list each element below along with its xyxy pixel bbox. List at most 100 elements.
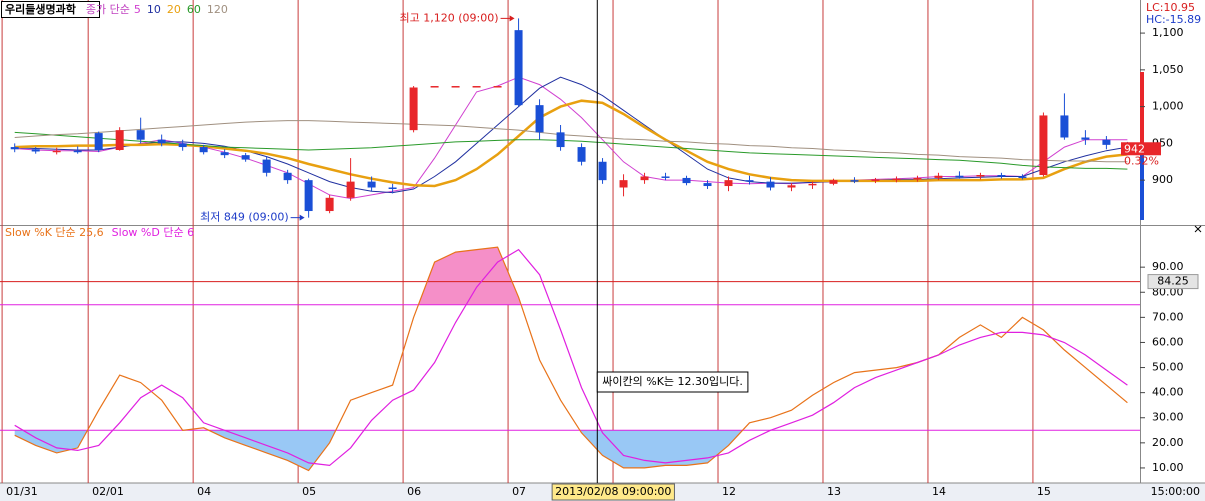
x-tick-label: 13 <box>827 485 841 498</box>
candle-body <box>661 176 670 178</box>
candle-body <box>1081 137 1090 140</box>
candle-body <box>136 130 145 140</box>
candle-body <box>262 159 271 173</box>
x-tick-label: 05 <box>302 485 316 498</box>
tooltip-box <box>596 371 749 393</box>
candle-body <box>745 180 754 182</box>
y-tick-label: 30.00 <box>1152 411 1184 424</box>
x-tick-label: 01/31 <box>6 485 38 498</box>
ma-line <box>14 120 1128 163</box>
legend-entry: 120 <box>207 3 228 16</box>
band-fill <box>14 430 1128 471</box>
candle-body <box>556 132 565 148</box>
annotation: 최저 849 (09:00) <box>200 211 289 224</box>
legend-entry: Slow %K 단순 25,6 <box>5 226 104 239</box>
candle-body <box>829 180 838 184</box>
change-label: 0.32% <box>1124 154 1159 167</box>
candle-body <box>388 187 397 189</box>
candle-body <box>997 175 1006 177</box>
candle-body <box>409 87 418 131</box>
ma-line <box>14 99 1128 188</box>
candle-body <box>577 147 586 162</box>
candle-body <box>871 179 880 181</box>
candle-body <box>808 183 817 186</box>
candle-body <box>682 177 691 184</box>
legend-entry: 5 <box>134 3 141 16</box>
candle-body <box>598 161 607 181</box>
x-tick-label: 15 <box>1037 485 1051 498</box>
y-tick-label: 40.00 <box>1152 386 1184 399</box>
candle-body <box>73 150 82 153</box>
candle-body <box>472 86 481 88</box>
candle-body <box>724 180 733 187</box>
tooltip: 싸이칸의 %K는 12.30입니다. <box>602 375 743 388</box>
x-tick-label: 02/01 <box>92 485 124 498</box>
candle-body <box>1039 115 1048 175</box>
candle-body <box>493 86 502 88</box>
lc-label: LC:10.95 <box>1146 1 1195 14</box>
candle-body <box>1102 139 1111 145</box>
y-tick-label: 90.00 <box>1152 260 1184 273</box>
chart-title: 우리들생명과학 <box>5 2 76 16</box>
y-tick-label: 1,050 <box>1152 63 1184 76</box>
last-price: 942 <box>1124 142 1145 155</box>
candle-body <box>535 105 544 133</box>
close-icon[interactable] <box>1194 225 1202 233</box>
candle-body <box>31 149 40 152</box>
candle-body <box>514 30 523 106</box>
candle-body <box>10 147 19 150</box>
candle-body <box>892 178 901 181</box>
legend-entry: Slow %D 단순 6 <box>112 226 194 239</box>
candle-body <box>430 86 439 88</box>
y-tick-label: 1,000 <box>1152 100 1184 113</box>
candle-body <box>199 147 208 153</box>
side-bar <box>1140 150 1144 220</box>
candle-body <box>640 176 649 181</box>
candle-body <box>178 143 187 148</box>
x-tick-label: 07 <box>512 485 526 498</box>
candle-body <box>787 185 796 188</box>
x-end-label: 15:00:00 <box>1151 485 1200 498</box>
stoch-line <box>14 248 1128 467</box>
candle-body <box>52 150 61 153</box>
candle-body <box>346 181 355 198</box>
x-tick-label: 06 <box>407 485 421 498</box>
crosshair-label: 2013/02/08 09:00:00 <box>555 485 671 498</box>
candle-body <box>220 152 229 156</box>
candle-body <box>1060 115 1069 138</box>
crosshair-label-box <box>551 483 675 501</box>
candle-body <box>241 155 250 160</box>
candle-body <box>955 175 964 178</box>
candle-body <box>304 180 313 212</box>
legend-label: 종가 단순 <box>86 3 130 16</box>
side-bar <box>1140 72 1144 150</box>
annotation-arrow-head <box>509 15 515 22</box>
y-tick-label: 900 <box>1152 173 1173 186</box>
ma-line <box>14 131 1128 170</box>
band-fill <box>418 247 522 305</box>
candle-body <box>367 181 376 188</box>
candle-body <box>850 180 859 182</box>
legend-entry: 60 <box>187 3 201 16</box>
candle-body <box>619 180 628 188</box>
title-box <box>1 1 100 18</box>
signal-box <box>1147 274 1199 290</box>
candle-body <box>451 86 460 88</box>
close-button[interactable] <box>1194 225 1202 233</box>
legend-entry: 20 <box>167 3 181 16</box>
candle-body <box>1018 176 1027 178</box>
candle-body <box>976 175 985 177</box>
x-tick-label: 04 <box>197 485 211 498</box>
candle-body <box>766 181 775 188</box>
annotation-arrow-head <box>299 214 305 221</box>
y-tick-label: 10.00 <box>1152 461 1184 474</box>
y-tick-label: 1,100 <box>1152 26 1184 39</box>
candle-body <box>913 177 922 180</box>
x-tick-label: 14 <box>932 485 946 498</box>
y-tick-label: 20.00 <box>1152 436 1184 449</box>
signal-label: 84.25 <box>1157 275 1189 288</box>
x-tick-label: 12 <box>722 485 736 498</box>
